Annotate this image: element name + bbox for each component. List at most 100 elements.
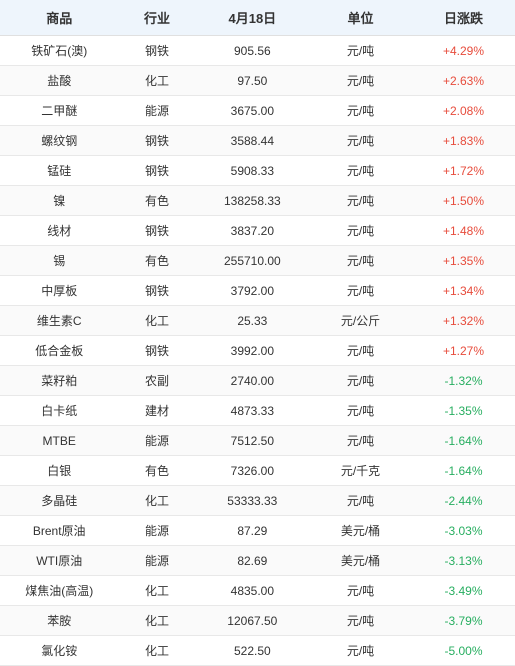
cell-date: 905.56 [196, 36, 309, 66]
cell-industry: 能源 [118, 546, 195, 576]
cell-industry: 农副 [118, 366, 195, 396]
cell-product: 锡 [0, 246, 118, 276]
cell-industry: 钢铁 [118, 336, 195, 366]
table-row: 二甲醚能源3675.00元/吨+2.08% [0, 96, 515, 126]
cell-unit: 美元/桶 [309, 546, 412, 576]
table-row: 多晶硅化工53333.33元/吨-2.44% [0, 486, 515, 516]
cell-date: 3588.44 [196, 126, 309, 156]
cell-change: +1.48% [412, 216, 515, 246]
cell-unit: 元/吨 [309, 216, 412, 246]
cell-product: Brent原油 [0, 516, 118, 546]
cell-change: +2.08% [412, 96, 515, 126]
cell-product: 氯化铵 [0, 636, 118, 666]
cell-unit: 元/吨 [309, 366, 412, 396]
table-row: 盐酸化工97.50元/吨+2.63% [0, 66, 515, 96]
cell-product: 中厚板 [0, 276, 118, 306]
table-row: 低合金板钢铁3992.00元/吨+1.27% [0, 336, 515, 366]
header-product: 商品 [0, 0, 118, 36]
cell-industry: 有色 [118, 456, 195, 486]
cell-product: 镍 [0, 186, 118, 216]
cell-change: -2.44% [412, 486, 515, 516]
cell-product: 线材 [0, 216, 118, 246]
cell-product: 维生素C [0, 306, 118, 336]
table-row: 线材钢铁3837.20元/吨+1.48% [0, 216, 515, 246]
cell-unit: 元/吨 [309, 606, 412, 636]
header-unit: 单位 [309, 0, 412, 36]
cell-industry: 能源 [118, 96, 195, 126]
cell-product: 煤焦油(高温) [0, 576, 118, 606]
table-row: 白卡纸建材4873.33元/吨-1.35% [0, 396, 515, 426]
cell-change: +1.83% [412, 126, 515, 156]
cell-change: -3.03% [412, 516, 515, 546]
table-row: 煤焦油(高温)化工4835.00元/吨-3.49% [0, 576, 515, 606]
cell-product: 二甲醚 [0, 96, 118, 126]
cell-industry: 化工 [118, 606, 195, 636]
cell-industry: 钢铁 [118, 126, 195, 156]
cell-date: 2740.00 [196, 366, 309, 396]
table-row: WTI原油能源82.69美元/桶-3.13% [0, 546, 515, 576]
cell-date: 4873.33 [196, 396, 309, 426]
cell-industry: 有色 [118, 246, 195, 276]
cell-product: 菜籽粕 [0, 366, 118, 396]
cell-unit: 元/吨 [309, 36, 412, 66]
cell-product: WTI原油 [0, 546, 118, 576]
cell-date: 138258.33 [196, 186, 309, 216]
table-row: Brent原油能源87.29美元/桶-3.03% [0, 516, 515, 546]
table-row: 白银有色7326.00元/千克-1.64% [0, 456, 515, 486]
table-row: 氯化铵化工522.50元/吨-5.00% [0, 636, 515, 666]
table-row: 螺纹钢钢铁3588.44元/吨+1.83% [0, 126, 515, 156]
cell-date: 53333.33 [196, 486, 309, 516]
cell-change: +1.34% [412, 276, 515, 306]
cell-industry: 有色 [118, 186, 195, 216]
cell-product: 白卡纸 [0, 396, 118, 426]
cell-industry: 建材 [118, 396, 195, 426]
table-row: 中厚板钢铁3792.00元/吨+1.34% [0, 276, 515, 306]
cell-product: 铁矿石(澳) [0, 36, 118, 66]
cell-date: 255710.00 [196, 246, 309, 276]
cell-industry: 化工 [118, 576, 195, 606]
table-row: 菜籽粕农副2740.00元/吨-1.32% [0, 366, 515, 396]
header-date: 4月18日 [196, 0, 309, 36]
cell-industry: 化工 [118, 306, 195, 336]
cell-date: 522.50 [196, 636, 309, 666]
cell-industry: 钢铁 [118, 156, 195, 186]
table-row: 维生素C化工25.33元/公斤+1.32% [0, 306, 515, 336]
cell-change: -3.49% [412, 576, 515, 606]
header-change: 日涨跌 [412, 0, 515, 36]
cell-change: +1.27% [412, 336, 515, 366]
cell-product: 螺纹钢 [0, 126, 118, 156]
cell-product: 锰硅 [0, 156, 118, 186]
cell-unit: 元/吨 [309, 426, 412, 456]
header-row: 商品 行业 4月18日 单位 日涨跌 [0, 0, 515, 36]
cell-change: -1.35% [412, 396, 515, 426]
cell-change: -3.13% [412, 546, 515, 576]
cell-unit: 元/吨 [309, 96, 412, 126]
cell-product: 苯胺 [0, 606, 118, 636]
cell-date: 25.33 [196, 306, 309, 336]
cell-date: 7326.00 [196, 456, 309, 486]
cell-industry: 化工 [118, 486, 195, 516]
cell-change: -1.64% [412, 456, 515, 486]
cell-product: MTBE [0, 426, 118, 456]
cell-industry: 能源 [118, 516, 195, 546]
cell-industry: 化工 [118, 66, 195, 96]
cell-unit: 元/吨 [309, 156, 412, 186]
cell-unit: 元/吨 [309, 66, 412, 96]
header-industry: 行业 [118, 0, 195, 36]
cell-unit: 元/吨 [309, 636, 412, 666]
cell-date: 82.69 [196, 546, 309, 576]
commodity-table: 商品 行业 4月18日 单位 日涨跌 铁矿石(澳)钢铁905.56元/吨+4.2… [0, 0, 515, 666]
cell-unit: 元/吨 [309, 186, 412, 216]
cell-unit: 元/公斤 [309, 306, 412, 336]
cell-date: 87.29 [196, 516, 309, 546]
cell-date: 3792.00 [196, 276, 309, 306]
cell-change: -3.79% [412, 606, 515, 636]
cell-unit: 元/吨 [309, 396, 412, 426]
cell-date: 4835.00 [196, 576, 309, 606]
cell-change: +4.29% [412, 36, 515, 66]
cell-date: 5908.33 [196, 156, 309, 186]
table-row: 铁矿石(澳)钢铁905.56元/吨+4.29% [0, 36, 515, 66]
cell-industry: 钢铁 [118, 216, 195, 246]
cell-unit: 元/吨 [309, 246, 412, 276]
cell-unit: 元/吨 [309, 576, 412, 606]
